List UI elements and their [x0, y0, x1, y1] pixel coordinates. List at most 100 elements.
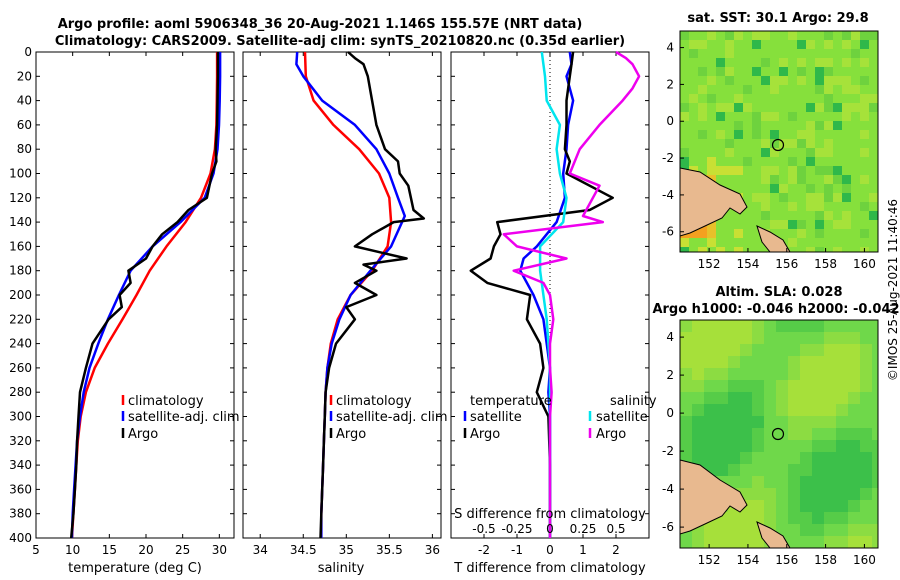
sla-map-cell: [800, 500, 812, 512]
sst-map-cell: [860, 94, 869, 103]
sla-map-cell: [848, 428, 860, 440]
sla-map-cell: [728, 428, 740, 440]
sla-map-cell: [728, 380, 740, 392]
sst-map-cell: [833, 76, 842, 85]
sla-map-cell: [848, 500, 860, 512]
sla-map-cell: [752, 440, 764, 452]
sla-map-cell: [788, 416, 800, 428]
sla-map-cell: [692, 416, 704, 428]
sst-map-cell: [698, 67, 707, 76]
sla-map-cell: [800, 404, 812, 416]
sla-map-cell: [860, 524, 872, 536]
sst-map-cell: [761, 175, 770, 184]
sla-map-cell: [848, 380, 860, 392]
sla-map-lat-label: -2: [662, 444, 674, 458]
sst-map-cell: [680, 238, 689, 247]
sst-map-cell: [752, 193, 761, 202]
sst-map-cell: [824, 175, 833, 184]
sst-map-cell: [815, 148, 824, 157]
sst-map-lon-label: 152: [698, 257, 721, 271]
sst-map-cell: [770, 112, 779, 121]
sst-map-lat-label: 4: [666, 41, 674, 55]
sla-map-lat-label: 2: [666, 368, 674, 382]
sla-map-cell: [776, 380, 788, 392]
sst-map-cell: [761, 58, 770, 67]
legend-satellite-label: satellite-adj. clim: [128, 410, 240, 425]
sst-map-cell: [824, 121, 833, 130]
temperature-axes: [35, 51, 235, 539]
sla-map-cell: [836, 440, 848, 452]
sst-map-title: sat. SST: 30.1 Argo: 29.8: [687, 11, 868, 26]
sla-map-cell: [704, 356, 716, 368]
legend-climatology-label: climatology: [128, 394, 204, 409]
sla-map-cell: [704, 524, 716, 536]
sst-map-cell: [815, 193, 824, 202]
sla-map-cell: [728, 524, 740, 536]
sla-map-cell: [704, 392, 716, 404]
salinity-panel: 34 34.5 35 35.5 36 climatology satellite-adj…: [242, 51, 448, 576]
sla-map-cell: [836, 404, 848, 416]
sst-map-cell: [806, 121, 815, 130]
sla-map-cell: [872, 536, 878, 548]
sst-map-cell: [851, 85, 860, 94]
sla-map-cell: [836, 368, 848, 380]
sla-map-cell: [728, 356, 740, 368]
sla-map-cell: [860, 536, 872, 548]
sla-map-cell: [812, 452, 824, 464]
sla-map: 152 154 156 158 160 4 2 0 -2 -4 -6: [662, 319, 879, 567]
depth-tick-label: 260: [9, 361, 32, 375]
sst-map-cell: [707, 238, 716, 247]
sla-map-cell: [848, 368, 860, 380]
sla-map-cell: [692, 356, 704, 368]
sla-map-cell: [728, 332, 740, 344]
sla-map-cell: [836, 452, 848, 464]
sst-map-cell: [761, 112, 770, 121]
sst-map-cell: [797, 166, 806, 175]
sla-map-cell: [812, 392, 824, 404]
sst-map-cell: [815, 76, 824, 85]
temperature-xtick-label: 30: [212, 543, 227, 557]
sla-map-cell: [824, 416, 836, 428]
sst-map-cell: [770, 130, 779, 139]
depth-tick-label: 80: [17, 142, 32, 156]
sst-map-cell: [869, 193, 878, 202]
sla-map-cell: [860, 428, 872, 440]
temperature-xtick-label: 5: [32, 543, 40, 557]
sst-map-cell: [770, 184, 779, 193]
sla-map-cell: [716, 368, 728, 380]
sla-map-cell: [788, 500, 800, 512]
sla-map-cell: [824, 488, 836, 500]
difference-series-temperature-satellite: [519, 51, 575, 538]
sla-map-cell: [716, 428, 728, 440]
sst-map-cell: [833, 103, 842, 112]
sla-map-cell: [824, 452, 836, 464]
sst-map-cell: [770, 220, 779, 229]
sst-map-cell: [743, 85, 752, 94]
sst-map-cell: [806, 184, 815, 193]
sst-map-cell: [824, 139, 833, 148]
sst-map-cell: [779, 184, 788, 193]
sla-map-cell: [716, 344, 728, 356]
sst-map-cell: [860, 229, 869, 238]
legend-satellite-label: satellite-adj. clim: [336, 410, 448, 425]
sla-map-cell: [728, 512, 740, 524]
sla-map-cell: [836, 512, 848, 524]
sst-map-cell: [815, 121, 824, 130]
sst-map-cell: [788, 202, 797, 211]
sst-map-cell: [743, 103, 752, 112]
sla-map-cell: [704, 332, 716, 344]
sla-map-cell: [740, 440, 752, 452]
depth-tick-label: 160: [9, 239, 32, 253]
sla-map-cell: [860, 440, 872, 452]
sla-map-cell: [812, 524, 824, 536]
salinity-xtick-label: 35: [339, 543, 354, 557]
sla-map-cell: [764, 512, 776, 524]
sla-map-cell: [716, 464, 728, 476]
sst-map-cell: [707, 31, 716, 40]
sla-map-cell: [800, 512, 812, 524]
sst-map-cell: [806, 40, 815, 49]
sla-map-cell: [848, 476, 860, 488]
sst-map-cell: [842, 175, 851, 184]
depth-tick-label: 300: [9, 410, 32, 424]
sla-map-cell: [824, 332, 836, 344]
